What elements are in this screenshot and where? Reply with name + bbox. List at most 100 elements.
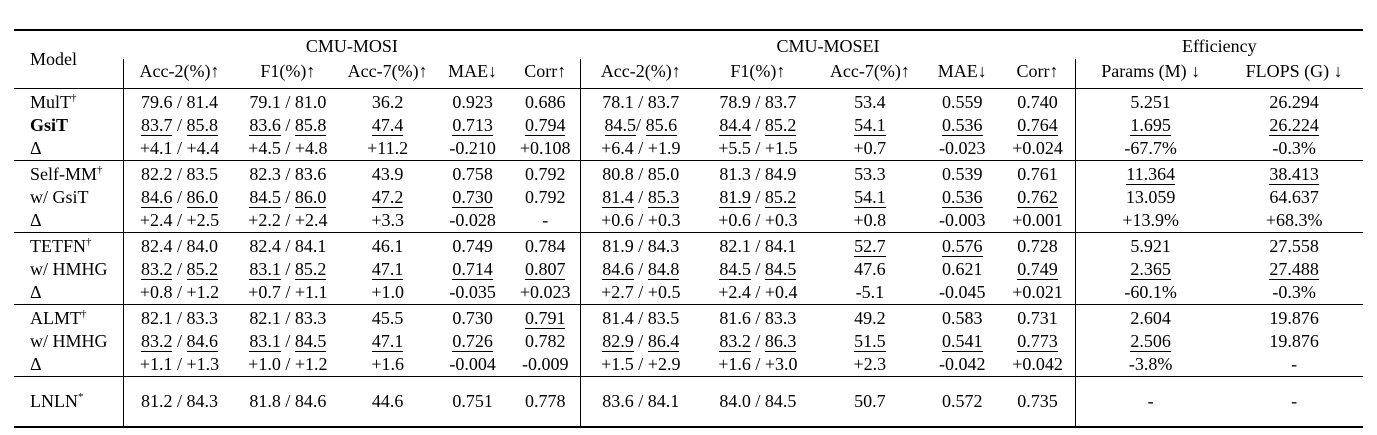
table-cell: - [542,210,549,230]
underlined-value: 0.713 [452,115,493,137]
model-superscript: † [97,164,103,176]
column-header: FLOPS (G) ↓ [1225,59,1363,89]
table-cell: 81.4 / 85.3 [580,186,701,209]
table-cell: 36.2 [371,92,404,112]
table-cell: 0.807 [510,258,580,281]
table-cell: 81.2 / 84.3 [122,376,236,427]
table-cell: -0.028 [449,210,496,230]
table-cell: 0.792 [524,187,566,207]
table-cell: 53.3 [815,160,925,186]
table-cell: 19.876 [1269,331,1319,351]
underlined-value: 0.714 [452,259,493,281]
table-cell: -0.3% [1272,282,1316,302]
underlined-value: 47.4 [371,115,404,137]
model-cell: Δ [30,354,42,374]
table-row: TETFN† 82.4 / 84.0 82.4 / 84.1 46.1 0.749 0.7… [14,232,1363,258]
table-cell: 5.251 [1075,88,1226,114]
table-cell: 83.1 / 85.2 [249,259,327,281]
table-row: Self-MM† 82.2 / 83.5 82.3 / 83.6 43.9 0.758 0… [14,160,1363,186]
table-cell: 81.9 / 85.2 [719,187,797,209]
table-cell: +1.5 / +2.9 [580,353,701,377]
underlined-value: 54.1 [854,115,886,137]
table-cell: 47.1 [340,258,434,281]
underlined-value: 84.5 [719,259,751,281]
model-superscript: † [71,92,77,104]
table-cell: +1.0 [371,282,404,302]
group-header-cmu-mosei: CMU-MOSEI [776,36,880,56]
underlined-value: 0.807 [524,259,566,281]
underlined-value: 85.2 [294,259,327,281]
underlined-value: 47.1 [371,259,404,281]
column-header: MAE↓ [434,59,511,89]
table-cell: +2.7 / +0.5 [580,281,701,305]
benchmark-results-table: Model CMU-MOSI CMU-MOSEI Efficiency Acc-… [14,29,1363,428]
table-cell: 82.9 / 86.4 [580,330,701,353]
table-row: Δ +1.1 / +1.3 +1.0 / +1.2 +1.6 -0.004 -0.009 +… [14,353,1363,377]
underlined-value: 11.364 [1126,164,1176,186]
table-cell: - [1075,376,1226,427]
table-cell: 47.4 [340,114,434,137]
table-cell: 81.6 / 83.3 [700,304,816,330]
model-superscript: * [78,391,84,403]
table-cell: - [1291,354,1298,374]
table-row: Δ +0.8 / +1.2 +0.7 / +1.1 +1.0 -0.035 +0.023 +… [14,281,1363,305]
table-cell: +0.021 [1012,282,1063,302]
table-cell: +5.5 / +1.5 [718,138,798,158]
table-cell: 0.794 [510,114,580,137]
table-cell: +68.3% [1265,210,1323,230]
table-cell: 83.2 / 85.2 [122,258,236,281]
table-cell: 82.3 / 83.6 [235,160,341,186]
underlined-value: 84.5 [604,115,637,137]
table-cell: 54.1 [815,114,924,137]
underlined-value: 86.4 [647,331,680,353]
underlined-value: 81.9 [719,187,751,209]
table-row: Δ +4.1 / +4.4 +4.5 / +4.8 +11.2 -0.210 +0.108… [14,137,1363,161]
table-cell: 84.5 / 86.0 [249,187,327,209]
table-cell: 79.6 / 81.4 [122,88,236,114]
underlined-value: 85.2 [764,115,797,137]
table-cell: +0.8 [853,210,887,230]
underlined-value: 0.791 [524,308,566,330]
table-cell: 38.413 [1225,160,1363,186]
underlined-value: 83.6 [249,115,281,137]
underlined-value: 0.541 [942,331,983,353]
table-cell: 26.294 [1269,92,1319,112]
model-name-bold: GsiT [30,115,69,135]
table-cell: -5.1 [855,282,885,302]
table-cell: 81.9 / 84.3 [580,232,701,258]
table-cell: 83.6 / 85.8 [249,115,327,137]
table-cell: 0.726 [435,330,511,353]
model-superscript: † [81,308,87,320]
table-row: MulT† 79.6 / 81.4 79.1 / 81.0 36.2 0.923 0.68… [14,88,1363,114]
model-cell: ALMT† [14,304,124,330]
underlined-value: 85.8 [186,115,218,137]
table-cell: 0.559 [942,92,983,112]
group-header-efficiency: Efficiency [1181,36,1257,56]
table-cell: 83.1 / 84.5 [249,331,327,353]
underlined-value: 86.0 [186,187,218,209]
underlined-value: 86.3 [764,331,797,353]
table-cell: 47.6 [854,259,886,279]
table-cell: 46.1 [340,232,435,258]
column-header: Params (M) ↓ [1075,59,1226,89]
underlined-value: 84.5 [294,331,327,353]
table-cell: +0.001 [1012,210,1063,230]
table-cell: 45.5 [340,304,435,330]
underlined-value: 38.413 [1269,164,1319,186]
underlined-value: 84.4 [719,115,751,137]
table-cell: 0.730 [435,186,511,209]
table-cell: 0.541 [925,330,1001,353]
underlined-value: 84.6 [186,331,218,353]
table-cell: 84.6 / 86.0 [122,186,236,209]
model-cell: w/ HMHG [30,331,108,351]
table-cell: 81.3 / 84.9 [700,160,816,186]
underlined-value: 47.2 [371,187,404,209]
table-cell: 83.2 / 86.3 [719,331,797,353]
column-header: F1(%)↑ [700,59,816,89]
table-cell: 83.2 / 84.6 [122,330,236,353]
table-row: GsiT 83.7 / 85.8 83.6 / 85.8 47.4 0.713 0.794… [14,114,1363,137]
table-cell: 13.059 [1075,186,1226,209]
model-cell: w/ HMHG [30,259,108,279]
column-header: Acc-7(%)↑ [815,59,925,89]
column-header: MAE↓ [924,59,1001,89]
